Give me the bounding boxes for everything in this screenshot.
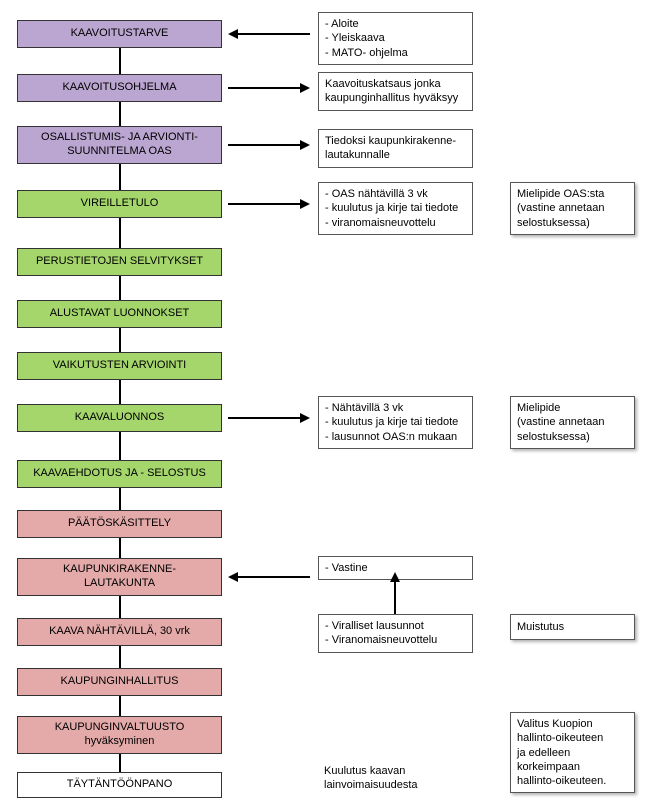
note-line: - Viralliset lausunnot [325,619,466,633]
note-line: Tiedoksi kaupunkirakenne- [325,134,466,148]
side-line: korkeimpaan [517,760,628,774]
connector-line [119,538,121,558]
side-line: Mielipide [517,401,628,415]
note-s1: - Aloite- Yleiskaava- MATO- ohjelma [318,12,473,65]
connector-line [119,102,121,126]
arrow-line [228,144,302,146]
note-line: Kaavoituskatsaus jonka [325,77,466,91]
note-line: kaupunginhallitus hyväksyy [325,91,466,105]
note-line: lautakunnalle [325,148,466,162]
stage-s5: PERUSTIETOJEN SELVITYKSET [17,248,222,276]
stage-s4: VIREILLETULO [17,190,222,218]
arrow-vline [394,580,396,614]
note-line: - MATO- ohjelma [325,46,466,60]
side-s8: Mielipide(vastine annetaanselostuksessa) [510,396,635,449]
side-s4: Mielipide OAS:sta(vastine annetaanselost… [510,182,635,235]
note-s2: Kaavoituskatsaus jonkakaupunginhallitus … [318,72,473,111]
stage-s3: OSALLISTUMIS- JA ARVIONTI- SUUNNITELMA O… [17,126,222,164]
note-line: Kuulutus kaavan [324,764,467,778]
side-line: ja edelleen [517,746,628,760]
connector-line [119,380,121,404]
connector-line [119,48,121,74]
note-line: - Yleiskaava [325,31,466,45]
arrow-line [236,576,310,578]
connector-line [119,754,121,772]
arrow-head [228,572,238,582]
side-line: selostuksessa) [517,216,628,230]
arrow-head [300,199,310,209]
arrow-line [228,203,302,205]
side-line: (vastine annetaan [517,201,628,215]
arrow-head [228,29,238,39]
stage-s9: KAAVAEHDOTUS JA - SELOSTUS [17,460,222,488]
stage-s2: KAAVOITUSOHJELMA [17,74,222,102]
arrow-head [300,83,310,93]
stage-s6: ALUSTAVAT LUONNOKSET [17,300,222,328]
stage-s12: KAAVA NÄHTÄVILLÄ, 30 vrk [17,618,222,646]
note-s15: Kuulutus kaavanlainvoimaisuudesta [318,760,473,797]
connector-line [119,596,121,618]
connector-line [119,696,121,716]
side-line: Valitus Kuopion [517,717,628,731]
note-s4: - OAS nähtävillä 3 vk- kuulutus ja kirje… [318,182,473,235]
stage-s15: TÄYTÄNTÖÖNPANO [17,772,222,798]
note-line: - lausunnot OAS:n mukaan [325,430,466,444]
arrow-line [228,87,302,89]
arrow-head [300,140,310,150]
arrow-line [236,33,310,35]
stage-s13: KAUPUNGINHALLITUS [17,668,222,696]
stage-s14: KAUPUNGINVALTUUSTO hyväksyminen [17,716,222,754]
side-line: Mielipide OAS:sta [517,187,628,201]
stage-s8: KAAVALUONNOS [17,404,222,432]
stage-s1: KAAVOITUSTARVE [17,20,222,48]
connector-line [119,488,121,510]
side-line: Muistutus [517,620,628,634]
stage-s7: VAIKUTUSTEN ARVIOINTI [17,352,222,380]
connector-line [119,276,121,300]
side-line: hallinto-oikeuteen [517,731,628,745]
note-s8: - Nähtävillä 3 vk- kuulutus ja kirje tai… [318,396,473,449]
arrow-head [300,413,310,423]
note-line: - viranomaisneuvottelu [325,216,466,230]
note-line: - kuulutus ja kirje tai tiedote [325,415,466,429]
connector-line [119,432,121,460]
side-s14: Valitus Kuopionhallinto-oikeuteenja edel… [510,712,635,793]
note-line: - Nähtävillä 3 vk [325,401,466,415]
side-line: selostuksessa) [517,430,628,444]
connector-line [119,328,121,352]
arrow-line [228,417,302,419]
connector-line [119,218,121,248]
stage-s11: KAUPUNKIRAKENNE- LAUTAKUNTA [17,558,222,596]
note-s3: Tiedoksi kaupunkirakenne-lautakunnalle [318,129,473,168]
note-line: lainvoimaisuudesta [324,778,467,792]
side-line: hallinto-oikeuteen. [517,774,628,788]
note-s12: - Viralliset lausunnot- Viranomaisneuvot… [318,614,473,653]
note-line: - kuulutus ja kirje tai tiedote [325,201,466,215]
note-line: - Aloite [325,17,466,31]
connector-line [119,646,121,668]
side-line: (vastine annetaan [517,415,628,429]
note-line: - Viranomaisneuvottelu [325,633,466,647]
stage-s10: PÄÄTÖSKÄSITTELY [17,510,222,538]
note-line: - OAS nähtävillä 3 vk [325,187,466,201]
arrow-head-up [390,572,400,582]
connector-line [119,164,121,190]
side-s12: Muistutus [510,614,635,640]
